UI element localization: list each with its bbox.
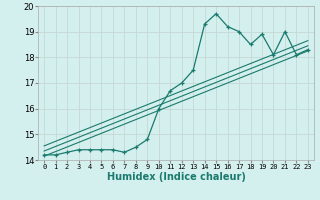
- X-axis label: Humidex (Indice chaleur): Humidex (Indice chaleur): [107, 172, 245, 182]
